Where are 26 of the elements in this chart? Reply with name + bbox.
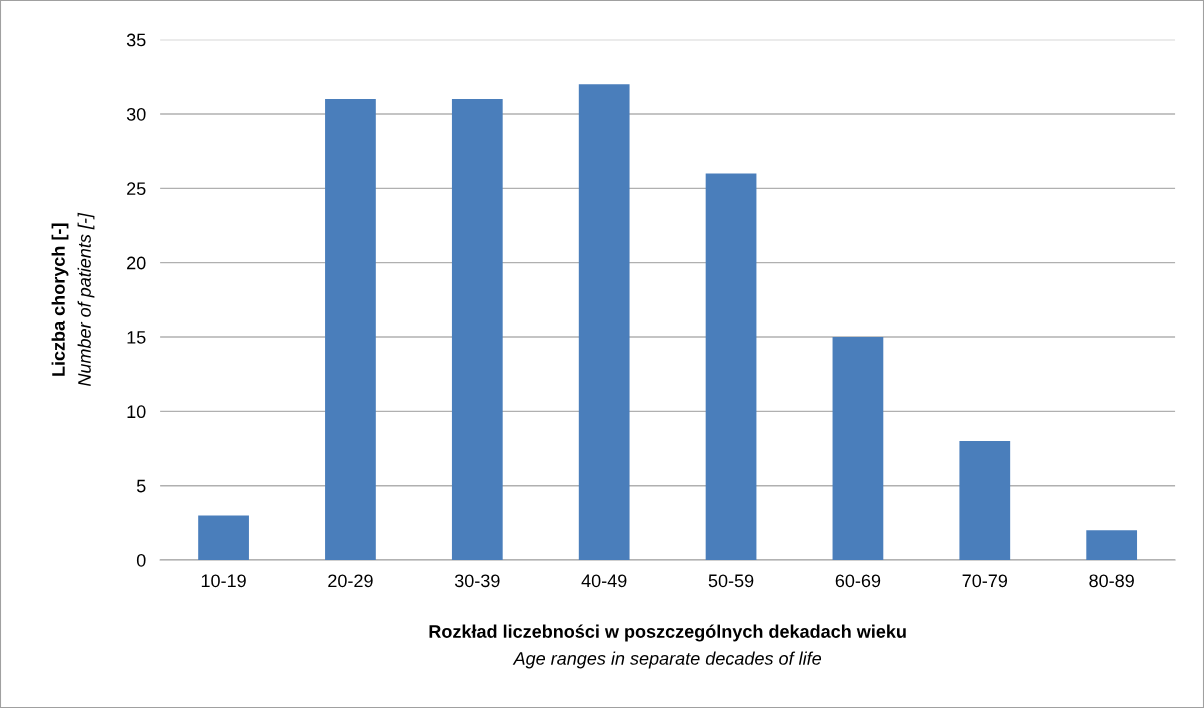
y-tick-label: 35 [126, 33, 146, 47]
x-tick-label: 20-29 [328, 574, 373, 588]
x-axis-title: Rozkład liczebności w poszczególnych dekadach wieku Age ranges in separate decades of life [429, 624, 906, 669]
x-tick-label: 30-39 [454, 574, 500, 588]
x-tick-label: 80-89 [1089, 574, 1134, 588]
x-tick-label: 60-69 [835, 574, 881, 588]
bar [451, 99, 503, 561]
bar [1086, 530, 1138, 561]
x-tick-label: 50-59 [708, 574, 754, 588]
y-tick-label: 30 [126, 107, 146, 121]
bar [325, 99, 376, 561]
y-tick-label: 15 [127, 331, 146, 344]
bar [198, 515, 249, 561]
bar [832, 337, 884, 561]
x-tick-label: 70-79 [962, 574, 1008, 588]
bar [705, 173, 757, 561]
y-tick-label: 5 [136, 479, 146, 493]
y-tick-label: 0 [136, 553, 146, 567]
y-tick-label: 20 [127, 256, 146, 270]
bar [959, 441, 1011, 561]
y-tick-label: 10 [127, 405, 146, 419]
y-tick-label: 25 [127, 182, 146, 196]
x-tick-label: 40-49 [581, 574, 627, 588]
bar [578, 84, 630, 561]
x-tick-label: 10-19 [201, 574, 246, 588]
y-axis-title: Liczba chorych [-] Number of patients [-] [51, 212, 95, 387]
